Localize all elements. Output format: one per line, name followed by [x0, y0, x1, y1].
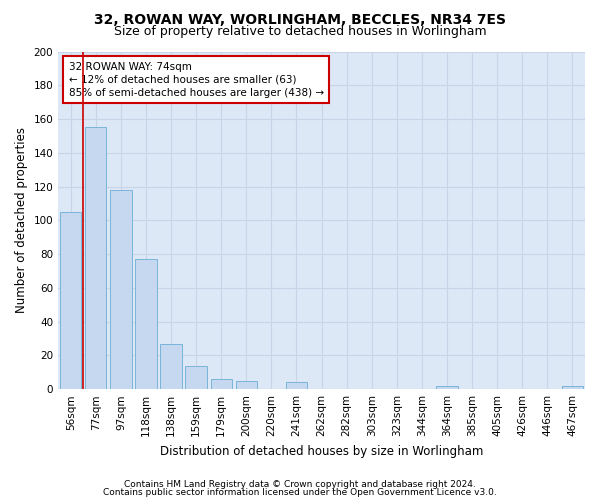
Bar — [436, 386, 458, 389]
Bar — [286, 382, 307, 389]
Bar — [110, 190, 131, 389]
Bar — [60, 212, 82, 389]
Bar — [211, 379, 232, 389]
X-axis label: Distribution of detached houses by size in Worlingham: Distribution of detached houses by size … — [160, 444, 483, 458]
Text: Contains public sector information licensed under the Open Government Licence v3: Contains public sector information licen… — [103, 488, 497, 497]
Text: Contains HM Land Registry data © Crown copyright and database right 2024.: Contains HM Land Registry data © Crown c… — [124, 480, 476, 489]
Bar — [185, 366, 207, 389]
Bar — [562, 386, 583, 389]
Text: 32 ROWAN WAY: 74sqm
← 12% of detached houses are smaller (63)
85% of semi-detach: 32 ROWAN WAY: 74sqm ← 12% of detached ho… — [69, 62, 324, 98]
Bar — [160, 344, 182, 389]
Y-axis label: Number of detached properties: Number of detached properties — [15, 128, 28, 314]
Text: 32, ROWAN WAY, WORLINGHAM, BECCLES, NR34 7ES: 32, ROWAN WAY, WORLINGHAM, BECCLES, NR34… — [94, 12, 506, 26]
Bar — [136, 259, 157, 389]
Text: Size of property relative to detached houses in Worlingham: Size of property relative to detached ho… — [113, 25, 487, 38]
Bar — [85, 128, 106, 389]
Bar — [236, 380, 257, 389]
